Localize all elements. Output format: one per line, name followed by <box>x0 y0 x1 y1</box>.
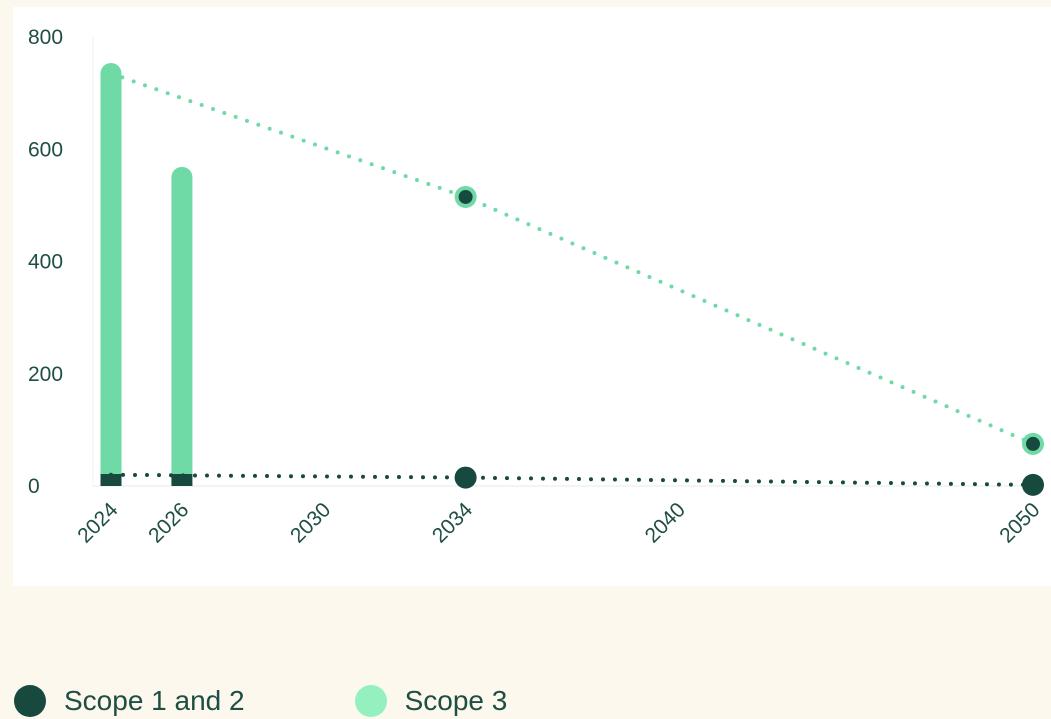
legend-swatch-scope3 <box>354 685 387 717</box>
scope3-target-line <box>109 71 1035 446</box>
bar-scope3 <box>100 62 122 486</box>
scope3-target-point-core <box>1026 436 1040 451</box>
y-tick-label: 0 <box>28 475 40 498</box>
bar-scope3 <box>171 166 193 486</box>
y-tick-label: 800 <box>28 26 63 49</box>
legend-label-scope12: Scope 1 and 2 <box>64 685 245 716</box>
legend-item-scope3[interactable]: Scope 3 <box>354 685 508 717</box>
emissions-chart: 0 200 400 600 800 2024 2026 2030 2034 2040 2050 <box>28 26 1045 548</box>
legend: Scope 1 and 2 Scope 3 <box>14 683 617 719</box>
legend-label-scope3: Scope 3 <box>404 685 508 716</box>
chart-panel: 0 200 400 600 800 2024 2026 2030 2034 2040 2050 <box>13 7 1051 586</box>
y-tick-label: 200 <box>28 363 63 386</box>
scope3-target-point-core <box>458 189 473 204</box>
scope12-target-point <box>1022 473 1044 496</box>
x-tick-label: 2024 <box>73 498 123 548</box>
scope12-target-line <box>109 472 1035 487</box>
bar-scope12 <box>171 474 193 486</box>
bar-scope12 <box>100 474 122 486</box>
x-tick-label: 2034 <box>428 498 478 548</box>
y-tick-label: 600 <box>28 138 63 161</box>
legend-swatch-scope12 <box>14 685 46 717</box>
legend-item-scope12[interactable]: Scope 1 and 2 <box>14 685 245 717</box>
x-tick-label: 2030 <box>286 498 335 547</box>
x-tick-label: 2050 <box>995 498 1044 547</box>
x-tick-label: 2026 <box>144 498 193 547</box>
scope12-target-point <box>454 466 477 489</box>
y-tick-label: 400 <box>28 251 63 274</box>
x-tick-label: 2040 <box>641 498 690 547</box>
